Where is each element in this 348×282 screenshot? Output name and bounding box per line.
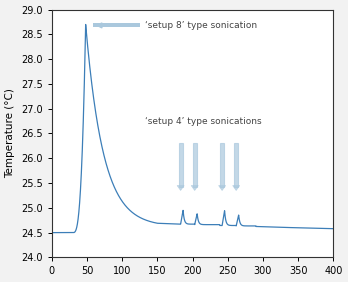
Polygon shape — [233, 186, 240, 191]
Y-axis label: Temperature (°C): Temperature (°C) — [6, 89, 16, 179]
Bar — [93, 23, 140, 27]
Bar — [192, 144, 197, 186]
Polygon shape — [177, 186, 184, 191]
Text: ‘setup 4’ type sonications: ‘setup 4’ type sonications — [145, 117, 261, 126]
Bar — [179, 144, 183, 186]
Polygon shape — [219, 186, 226, 191]
Bar — [234, 144, 238, 186]
Text: ‘setup 8’ type sonication: ‘setup 8’ type sonication — [145, 21, 257, 30]
Bar — [220, 144, 224, 186]
Polygon shape — [191, 186, 198, 191]
